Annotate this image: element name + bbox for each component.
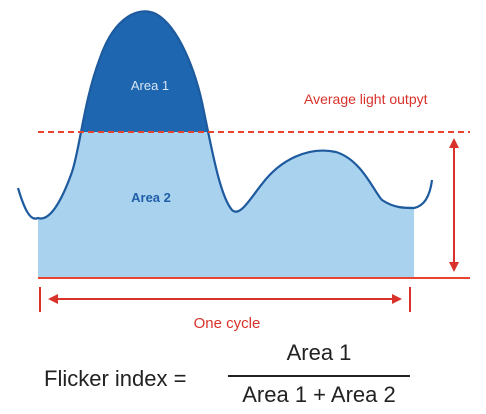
cycle-label: One cycle <box>194 315 261 332</box>
area2-region <box>38 11 414 278</box>
area1-label: Area 1 <box>131 78 169 93</box>
area1-region <box>81 11 209 132</box>
formula-prefix: Flicker index = <box>44 366 187 391</box>
average-label: Average light outpyt <box>304 91 428 107</box>
waveform-curve <box>16 10 434 220</box>
fraction-bar <box>228 375 410 377</box>
formula-denominator: Area 1 + Area 2 <box>242 382 396 407</box>
formula-numerator: Area 1 <box>286 340 352 365</box>
area2-label: Area 2 <box>131 190 171 205</box>
